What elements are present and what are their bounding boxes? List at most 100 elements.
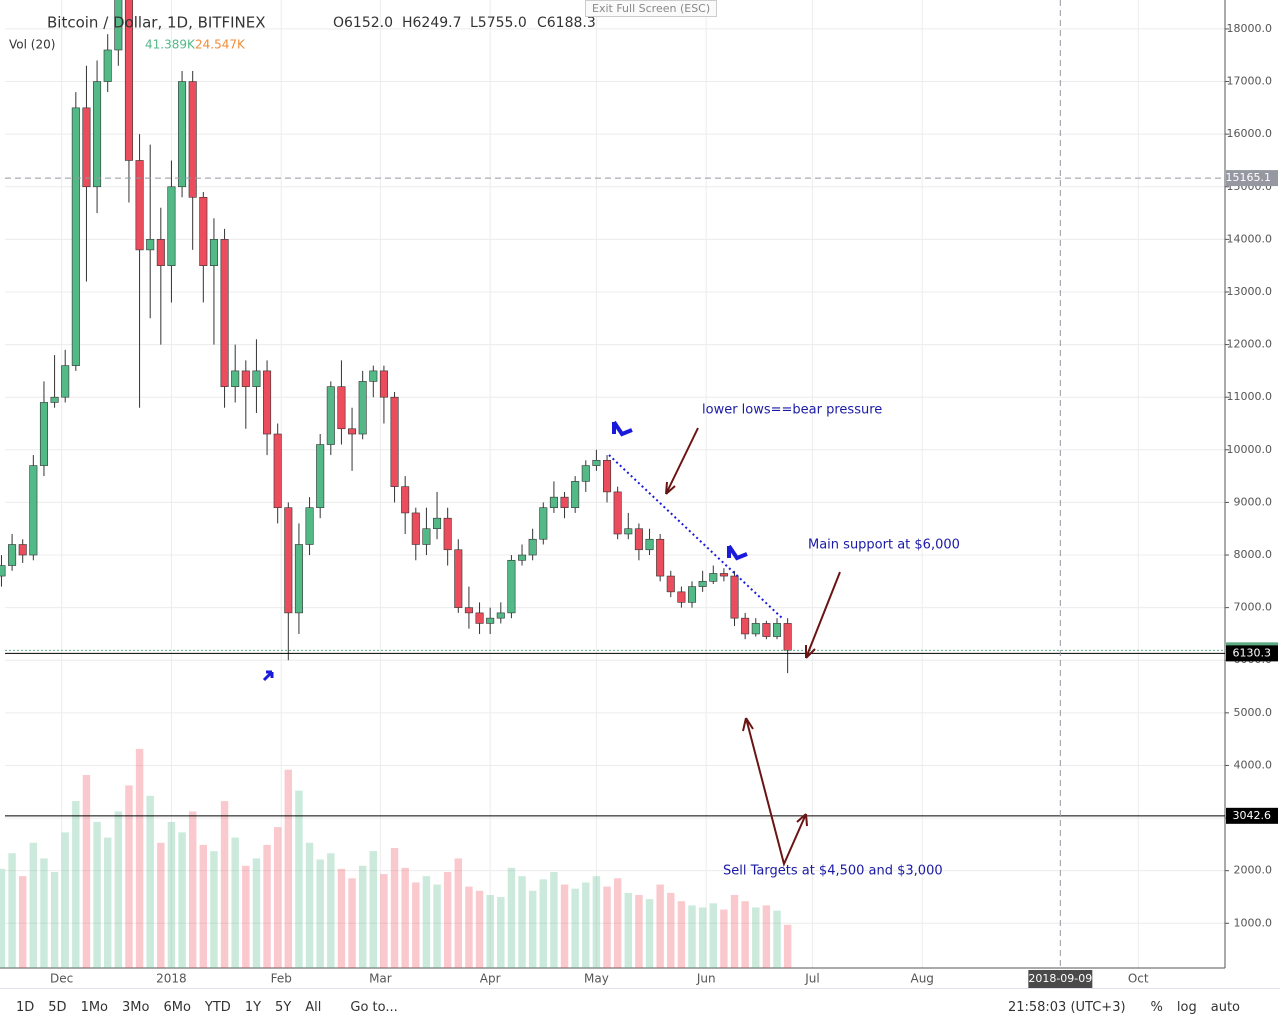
- x-tick-label: Apr: [480, 972, 501, 986]
- y-tick-label: 4000.0: [1234, 758, 1273, 771]
- arrow: [805, 571, 841, 659]
- candle-body: [114, 0, 123, 51]
- candle-body: [624, 528, 633, 535]
- candle-body: [518, 554, 527, 561]
- volume-bar: [624, 892, 632, 968]
- volume-bar: [29, 842, 38, 968]
- candle-body: [135, 160, 144, 251]
- toolbar: 1D 5D 1Mo 3Mo 6Mo YTD 1Y 5Y All Go to...…: [0, 988, 1280, 1025]
- x-tick-label: Jun: [696, 972, 716, 986]
- y-tick-label: 16000.0: [1227, 127, 1273, 140]
- volume-bar: [507, 867, 516, 968]
- price-label: 15165.1: [1226, 171, 1272, 184]
- volume-bar: [422, 876, 431, 968]
- range-button[interactable]: All: [305, 999, 322, 1015]
- percent-button[interactable]: %: [1150, 999, 1163, 1015]
- candle-body: [443, 517, 452, 551]
- blue-arrow: [727, 544, 748, 561]
- volume-bar: [348, 878, 356, 968]
- volume-bar: [475, 890, 484, 968]
- volume-bar: [677, 901, 686, 968]
- candle-body: [337, 386, 346, 430]
- candle-body: [8, 544, 17, 566]
- volume-bar: [720, 909, 728, 968]
- candle-body: [358, 381, 367, 435]
- y-tick-label: 7000.0: [1234, 601, 1273, 614]
- x-tick-label: Feb: [271, 972, 292, 986]
- candle-body: [29, 465, 38, 556]
- volume-bar: [443, 872, 452, 968]
- candle-body: [603, 460, 612, 493]
- candle-body: [454, 549, 463, 608]
- auto-button[interactable]: auto: [1210, 999, 1240, 1015]
- candle-body: [18, 544, 27, 556]
- candle-body: [390, 396, 399, 487]
- goto-button[interactable]: Go to...: [350, 999, 398, 1015]
- candle-body: [762, 623, 771, 637]
- y-tick-label: 13000.0: [1227, 285, 1273, 298]
- candle-body: [50, 396, 59, 403]
- volume-bar: [93, 821, 101, 968]
- volume-bar: [592, 876, 601, 968]
- range-button[interactable]: 1D: [16, 999, 35, 1015]
- clock: 21:58:03 (UTC+3): [1007, 999, 1126, 1015]
- candle-body: [751, 623, 760, 635]
- volume-bar: [316, 859, 324, 968]
- candle-body: [61, 365, 70, 398]
- volume-bar: [433, 884, 441, 968]
- annotation-shapes: [262, 420, 841, 868]
- volume-bar: [380, 874, 388, 968]
- y-tick-label: 14000.0: [1227, 232, 1273, 245]
- exit-fullscreen[interactable]: Exit Full Screen (ESC): [585, 0, 718, 17]
- range-button[interactable]: 5Y: [275, 999, 292, 1015]
- candle-body: [560, 496, 569, 508]
- range-button[interactable]: 6Mo: [163, 999, 191, 1015]
- log-button[interactable]: log: [1176, 999, 1197, 1015]
- volume-bar: [741, 901, 749, 968]
- candle-body: [82, 107, 91, 188]
- range-button[interactable]: 1Y: [244, 999, 262, 1015]
- volume-bar: [571, 888, 579, 968]
- candle-body: [252, 370, 261, 387]
- ohlc-close: C6188.3: [537, 15, 596, 31]
- volume-bar: [645, 899, 654, 968]
- volume-bar: [167, 821, 176, 968]
- x-tick-label: Mar: [369, 972, 392, 986]
- candle-body: [422, 528, 431, 545]
- volume-bar: [582, 882, 590, 968]
- candle-body: [741, 617, 750, 635]
- volume-bar: [0, 868, 6, 968]
- range-button[interactable]: 3Mo: [122, 999, 150, 1015]
- candle-body: [231, 370, 240, 387]
- volume-bar: [8, 853, 16, 968]
- volume-bar: [305, 842, 314, 968]
- volume-bar: [560, 884, 569, 968]
- candle-body: [496, 612, 505, 619]
- range-button[interactable]: 1Mo: [80, 999, 109, 1015]
- candle-body: [209, 239, 218, 266]
- x-tick-label: Oct: [1128, 972, 1149, 986]
- volume-bar: [157, 842, 165, 968]
- x-tick-label: May: [584, 972, 609, 986]
- ohlc-low: L5755.0: [470, 15, 527, 31]
- candle-body: [677, 591, 686, 603]
- candle-body: [507, 559, 516, 614]
- candle-body: [475, 612, 484, 624]
- volume-bar: [390, 848, 399, 968]
- volume-bar: [273, 827, 282, 968]
- candle-body: [156, 239, 165, 266]
- range-button[interactable]: YTD: [204, 999, 231, 1015]
- candle-body: [284, 507, 293, 614]
- volume-bar: [188, 811, 197, 968]
- range-button[interactable]: 5D: [48, 999, 67, 1015]
- volume-bar: [698, 907, 707, 968]
- candle-body: [71, 107, 80, 366]
- annotation: Sell Targets at $4,500 and $3,000: [723, 864, 943, 879]
- volume-bar: [497, 897, 505, 968]
- plot: Dec 2018 Feb Mar Apr May Jun Jul Aug Oct 1000.0 200…: [0, 0, 1278, 988]
- x-tick-label: 2018: [156, 972, 187, 986]
- candle-body: [0, 565, 6, 577]
- volume-bar: [284, 769, 293, 968]
- y-tick-label: 10000.0: [1227, 443, 1273, 456]
- volume-bar: [72, 801, 80, 968]
